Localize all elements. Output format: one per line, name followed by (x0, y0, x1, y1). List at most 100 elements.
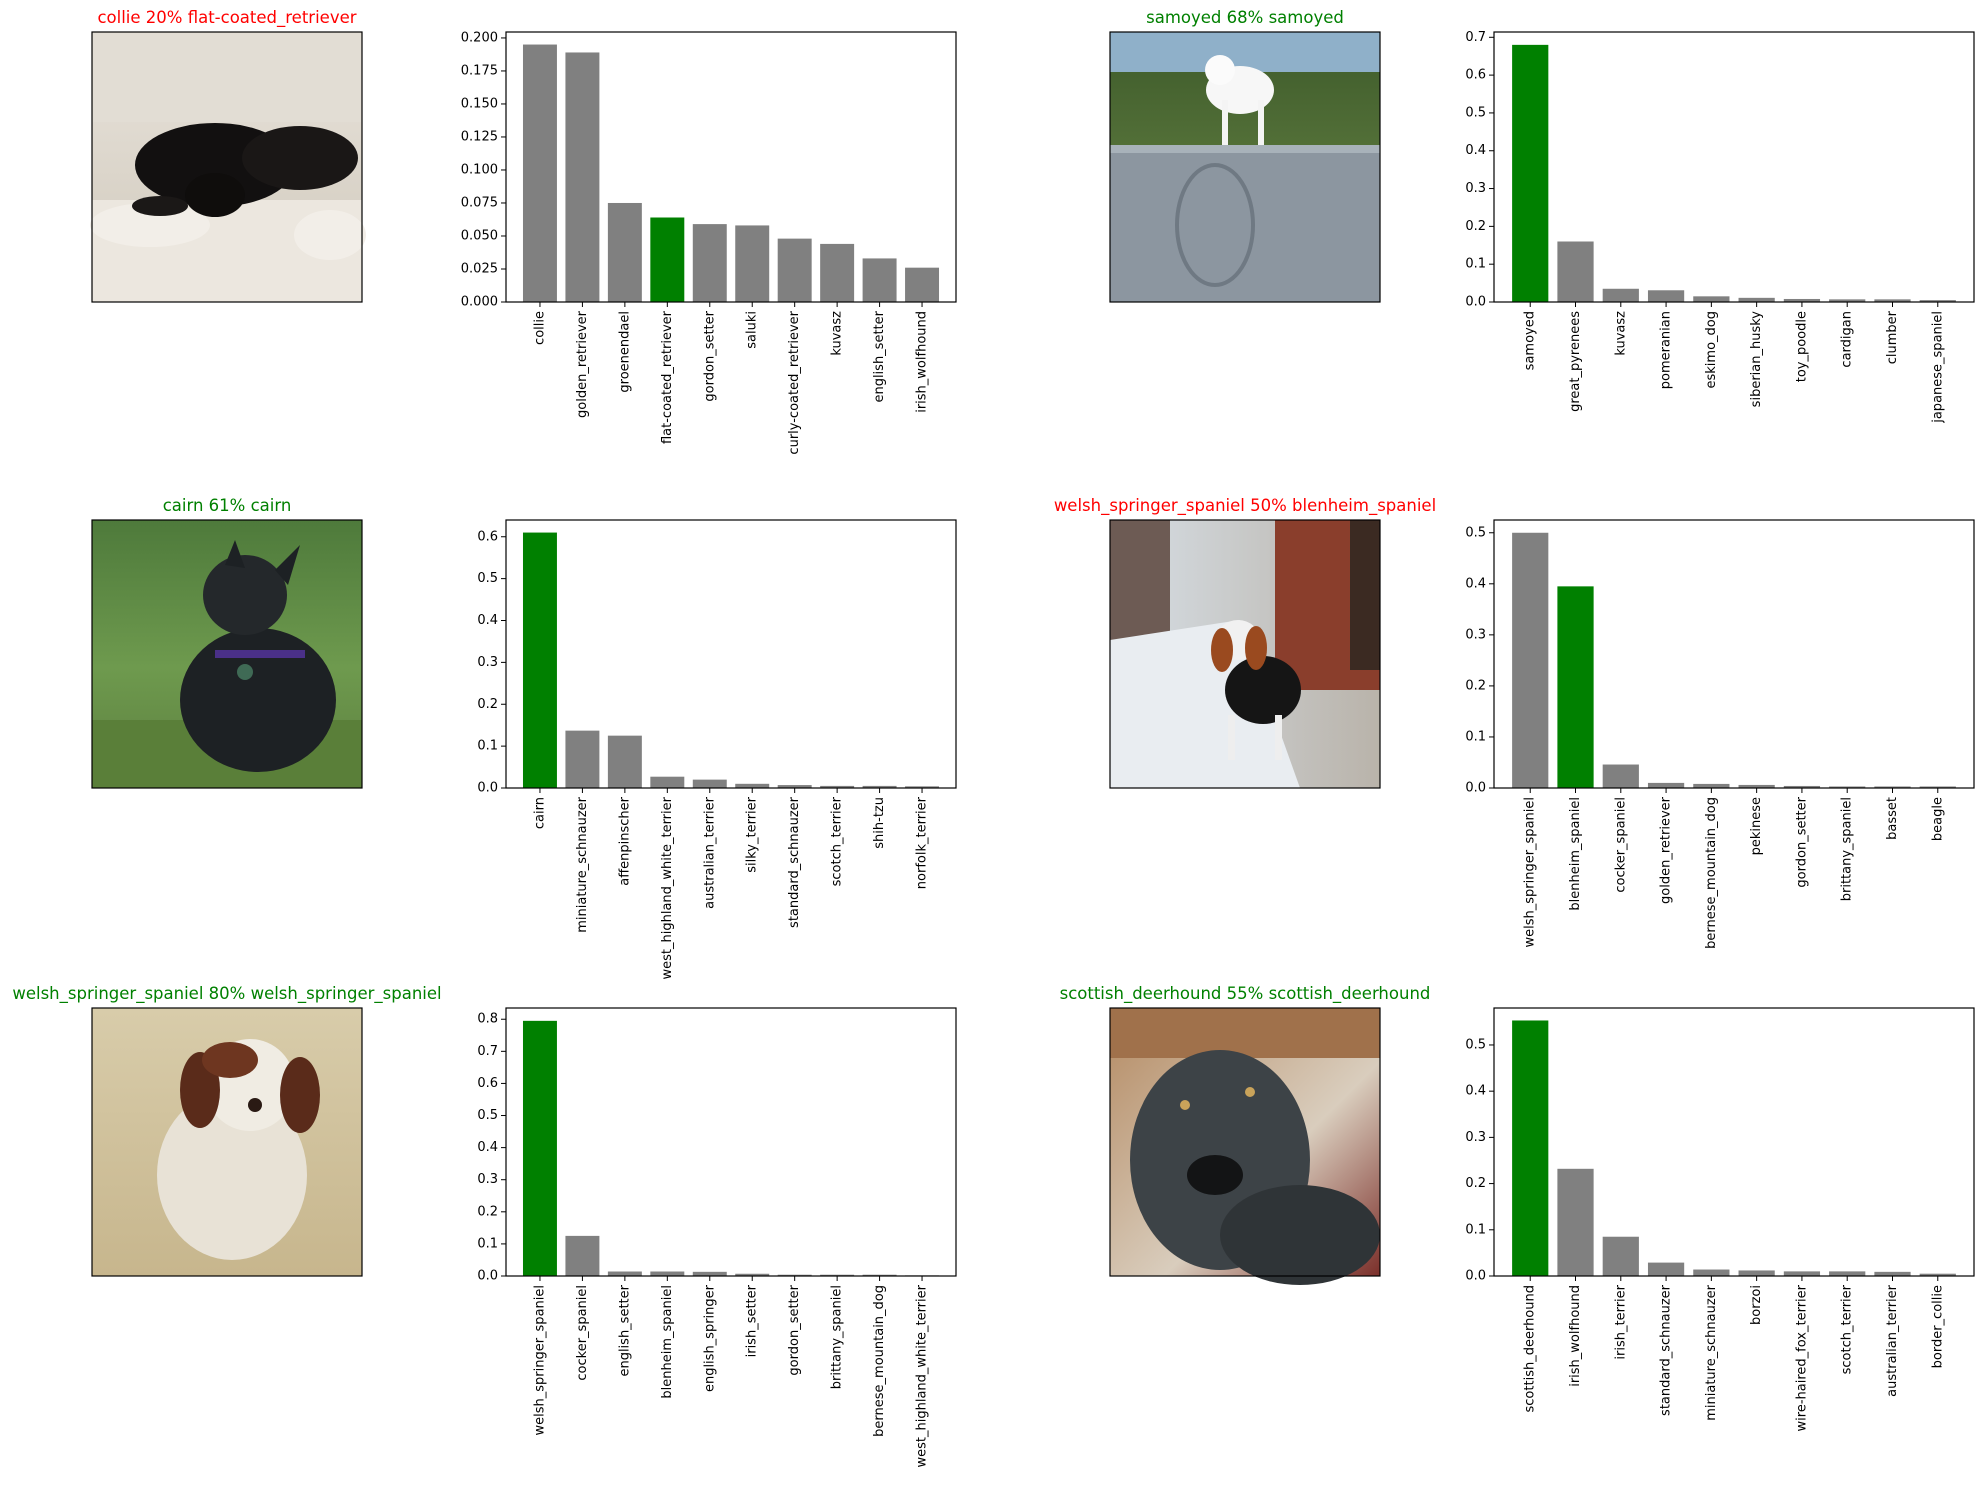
x-tick-label: wire-haired_fox_terrier (1794, 1284, 1809, 1431)
x-tick-label: scottish_deerhound (1523, 1285, 1538, 1412)
bar-flat-coated_retriever (650, 217, 685, 302)
y-tick-label: 0.175 (461, 63, 498, 78)
bar-pomeranian (1647, 290, 1685, 302)
bar-gordon_setter (1783, 785, 1821, 788)
x-tick-label: miniature_schnauzer (1704, 1284, 1719, 1420)
x-tick-label: scotch_terrier (830, 796, 845, 886)
x-tick-label: samoyed (1523, 311, 1538, 370)
bar-curly-coated_retriever (777, 238, 812, 302)
panel-5: scottish_deerhound 55% scottish_deerhoun… (1060, 984, 1975, 1431)
y-tick-label: 0.075 (461, 195, 498, 210)
prediction-bar-chart: samoyed great_pyrenees kuvasz pomeranian esk… (1465, 30, 1975, 424)
y-tick-label: 0.3 (477, 1172, 498, 1187)
bar-silky_terrier (735, 783, 770, 788)
bar-scotch_terrier (1829, 1271, 1866, 1276)
panel-title: samoyed 68% samoyed (1146, 8, 1344, 27)
bar-basset (1874, 786, 1911, 788)
x-tick-label: groenendael (617, 311, 632, 393)
axes-frame (505, 31, 957, 303)
x-tick-label: golden_retriever (1659, 796, 1674, 904)
bar-affenpinscher (607, 735, 642, 788)
x-tick-label: kuvasz (1613, 311, 1628, 356)
axes-frame (1493, 519, 1975, 789)
x-tick-label: collie (532, 311, 547, 345)
x-tick-label: saluki (745, 311, 760, 349)
y-tick-label: 0.4 (477, 1140, 498, 1155)
bar-siberian_husky (1738, 297, 1775, 302)
y-tick-label: 0.3 (1465, 181, 1486, 196)
y-tick-label: 0.1 (477, 1236, 498, 1251)
x-tick-label: shih-tzu (872, 797, 887, 849)
axes-frame (505, 519, 957, 789)
panel-title: scottish_deerhound 55% scottish_deerhoun… (1060, 984, 1431, 1004)
y-tick-label: 0.0 (1465, 1269, 1486, 1284)
bar-kuvasz (1602, 288, 1639, 302)
x-tick-label: irish_setter (745, 1284, 760, 1357)
black-dog-on-couch-photo (90, 32, 366, 302)
axes-frame (1493, 1007, 1975, 1277)
panel-4: welsh_springer_spaniel 80% welsh_springe… (12, 984, 957, 1468)
panel-1: samoyed 68% samoyed samoyed great_pyrenees… (1109, 8, 1975, 424)
bar-saluki (735, 225, 770, 302)
x-tick-label: great_pyrenees (1568, 311, 1583, 412)
x-tick-label: cairn (532, 797, 547, 829)
x-tick-label: english_setter (617, 1284, 632, 1376)
bar-australian_terrier (692, 779, 727, 788)
bar-groenendael (607, 202, 642, 302)
bar-miniature_schnauzer (565, 730, 600, 788)
x-tick-label: pekinese (1749, 797, 1764, 855)
bar-collie (522, 44, 557, 302)
panel-title: cairn 61% cairn (163, 496, 292, 515)
dark-terrier-in-garden-photo (92, 520, 362, 788)
x-tick-label: silky_terrier (745, 796, 760, 872)
y-tick-label: 0.5 (477, 571, 498, 586)
bar-welsh_springer_spaniel (1512, 532, 1549, 788)
panel-2: cairn 61% cairn cairn miniature_schnauzer a… (91, 496, 957, 980)
bar-standard_schnauzer (777, 785, 812, 788)
photo-frame (91, 519, 363, 789)
bar-cardigan (1829, 299, 1866, 302)
x-tick-label: border_collie (1930, 1285, 1945, 1368)
y-tick-label: 0.2 (1465, 678, 1486, 693)
x-tick-label: beagle (1930, 797, 1945, 841)
bar-irish_wolfhound (905, 267, 940, 302)
white-dog-on-stone-wall-photo (1110, 32, 1380, 302)
y-tick-label: 0.0 (477, 1269, 498, 1284)
x-tick-label: cocker_spaniel (575, 1285, 590, 1381)
prediction-bar-chart: scottish_deerhound irish_wolfhound irish_t… (1465, 1007, 1975, 1431)
x-tick-label: welsh_springer_spaniel (532, 1285, 547, 1436)
bar-scotch_terrier (820, 785, 855, 788)
y-tick-label: 0.4 (1465, 1084, 1486, 1099)
bar-cairn (522, 532, 557, 788)
x-tick-label: scotch_terrier (1840, 1284, 1855, 1374)
y-tick-label: 0.2 (477, 1204, 498, 1219)
y-tick-label: 0.1 (477, 739, 498, 754)
y-tick-label: 0.3 (1465, 627, 1486, 642)
bar-gordon_setter (692, 224, 727, 302)
y-tick-label: 0.7 (1465, 30, 1486, 45)
x-tick-label: eskimo_dog (1704, 311, 1719, 389)
axes-frame (1493, 31, 1975, 303)
bar-golden_retriever (565, 52, 600, 303)
y-tick-label: 0.6 (477, 1076, 498, 1091)
x-tick-label: standard_schnauzer (1659, 1284, 1674, 1416)
bar-clumber (1874, 299, 1911, 302)
y-tick-label: 0.3 (477, 655, 498, 670)
y-tick-label: 0.125 (461, 129, 498, 144)
photo-frame (1109, 519, 1381, 789)
x-tick-label: siberian_husky (1749, 311, 1764, 408)
x-tick-label: pomeranian (1659, 311, 1674, 389)
x-tick-label: gordon_setter (702, 310, 717, 401)
y-tick-label: 0.1 (1465, 729, 1486, 744)
x-tick-label: borzoi (1749, 1285, 1764, 1325)
x-tick-label: australian_terrier (1885, 1284, 1900, 1396)
wet-spaniel-on-sand-photo (92, 1008, 362, 1276)
panel-3: welsh_springer_spaniel 50% blenheim_span… (1054, 496, 1975, 949)
bar-irish_setter (735, 1273, 770, 1276)
photo-frame (1109, 31, 1381, 303)
x-tick-label: cardigan (1840, 311, 1855, 368)
y-tick-label: 0.5 (477, 1108, 498, 1123)
x-tick-label: gordon_setter (787, 1284, 802, 1375)
x-tick-label: welsh_springer_spaniel (1523, 797, 1538, 948)
